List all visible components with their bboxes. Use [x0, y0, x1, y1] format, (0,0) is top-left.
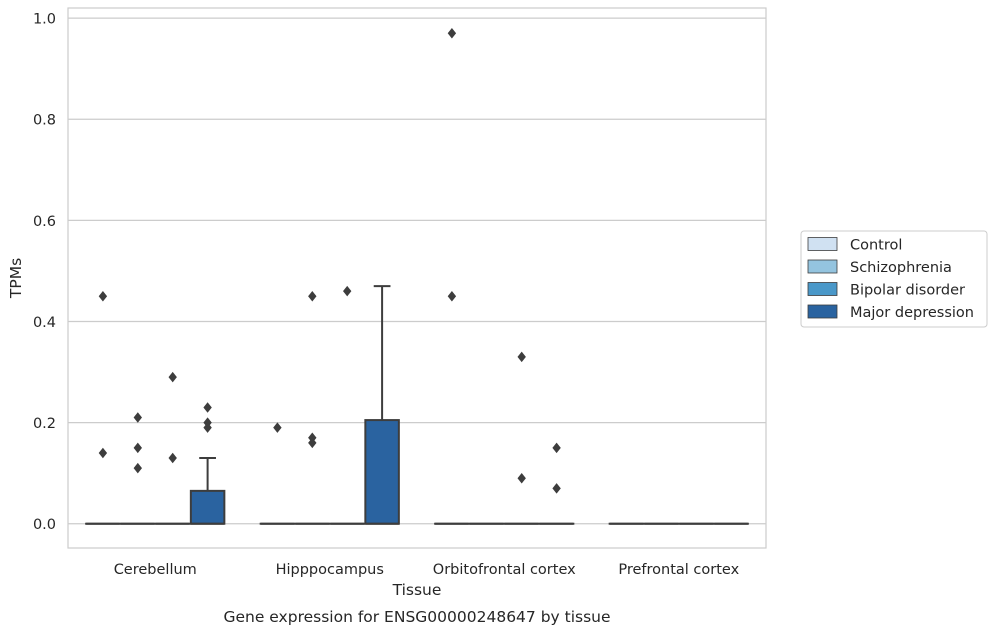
- x-tick-label: Prefrontal cortex: [618, 562, 739, 578]
- outlier-point: [343, 285, 352, 297]
- outlier-point: [308, 290, 317, 302]
- outlier-point: [168, 452, 177, 464]
- outlier-point: [203, 422, 212, 433]
- box-bipolar-disorder: [154, 371, 191, 525]
- outlier-point: [133, 462, 142, 474]
- y-tick-label: 0.4: [33, 315, 56, 331]
- x-tick-labels: Cerebellum Hipppocampus Orbitofrontal cort…: [114, 562, 740, 578]
- outlier-point: [447, 28, 457, 39]
- outlier-point: [133, 412, 142, 423]
- legend-label: Major depression: [850, 305, 974, 321]
- box-control: [85, 290, 121, 525]
- legend-label: Control: [850, 238, 902, 254]
- y-tick-label: 0.8: [33, 113, 56, 129]
- plot-area: [67, 7, 767, 549]
- box-rect: [189, 489, 226, 525]
- box-rect: [364, 419, 400, 525]
- box-control: [259, 422, 296, 525]
- box-bipolar-disorder: [503, 351, 540, 525]
- x-tick-label: Hipppocampus: [276, 562, 384, 578]
- y-tick-label: 0.6: [33, 214, 56, 230]
- legend-swatch: [807, 237, 838, 251]
- x-tick-label: Orbitofrontal cortex: [433, 562, 576, 578]
- box-major-depression: [189, 402, 226, 525]
- outlier-point: [552, 483, 561, 494]
- outlier-point: [517, 351, 526, 363]
- outlier-point: [98, 447, 108, 459]
- legend-swatch: [807, 259, 838, 274]
- chart-caption: Gene expression for ENSG00000248647 by t…: [223, 608, 610, 626]
- legend-frame: [800, 230, 988, 328]
- outlier-point: [517, 472, 526, 484]
- y-tick-labels: 0.0 0.2 0.4 0.6 0.8 1.0: [33, 12, 56, 534]
- legend-label: Schizophrenia: [850, 260, 952, 276]
- x-axis-label: Tissue: [392, 581, 442, 599]
- box-control: [434, 28, 470, 525]
- outlier-point: [133, 442, 142, 454]
- y-tick-label: 0.0: [33, 517, 56, 533]
- x-tick-label: Cerebellum: [114, 562, 197, 578]
- box-major-depression: [364, 285, 400, 525]
- outlier-point: [308, 437, 317, 449]
- box-schizophrenia: [294, 290, 331, 525]
- legend-swatch: [807, 304, 838, 319]
- outlier-point: [273, 422, 282, 433]
- boxes-layer: [85, 28, 749, 525]
- y-axis-label: TPMs: [7, 258, 25, 299]
- box-bipolar-disorder: [329, 285, 365, 525]
- legend-swatch: [807, 282, 838, 296]
- legend: Control Schizophrenia Bipolar disorder Majo…: [800, 230, 988, 328]
- y-tick-label: 1.0: [33, 12, 56, 28]
- box-major-depression: [538, 442, 575, 525]
- y-tick-label: 0.2: [33, 416, 56, 432]
- outlier-point: [203, 402, 212, 413]
- legend-label: Bipolar disorder: [850, 283, 965, 299]
- outlier-point: [447, 290, 457, 302]
- box-schizophrenia: [120, 412, 156, 525]
- outlier-point: [98, 290, 108, 302]
- outlier-point: [552, 442, 561, 454]
- outlier-point: [168, 371, 177, 383]
